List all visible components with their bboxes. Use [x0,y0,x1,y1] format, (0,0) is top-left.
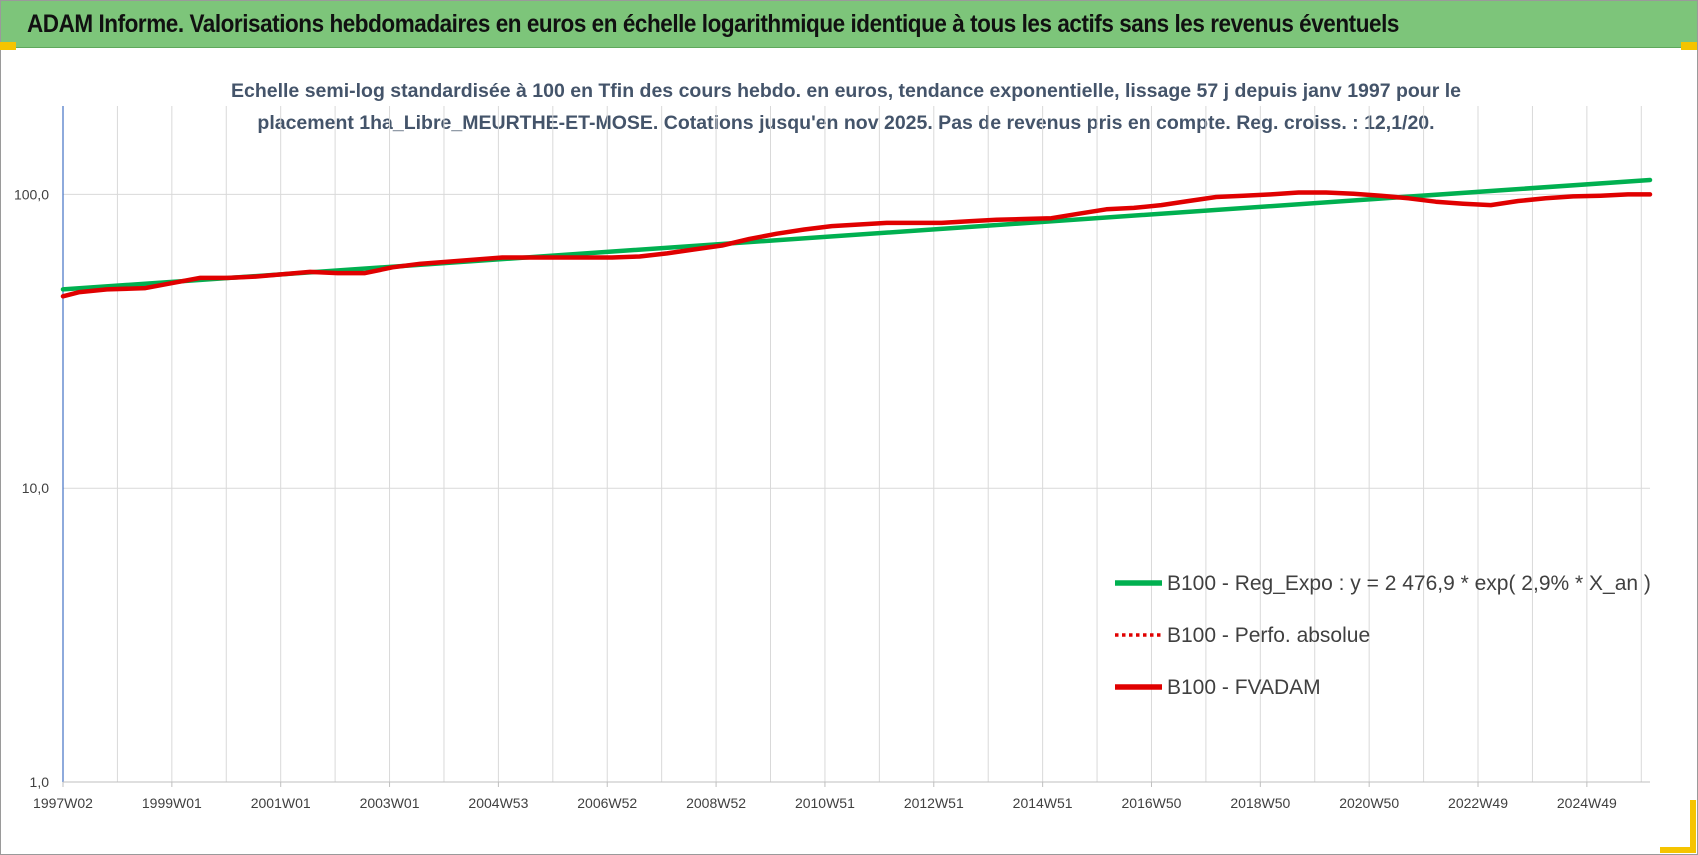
x-tick-label: 2008W52 [686,795,746,811]
y-tick-label: 100,0 [14,186,49,202]
x-tick-label: 2001W01 [251,795,311,811]
y-tick-label: 10,0 [22,480,49,496]
page-title: ADAM Informe. Valorisations hebdomadaire… [27,10,1399,38]
corner-mark [1660,847,1696,853]
grid [63,106,1650,783]
corner-mark [1690,800,1696,853]
corner-mark [0,42,16,50]
x-tick-label: 2016W50 [1122,795,1182,811]
chart-subtitle-line-2: placement 1ha_Libre_MEURTHE-ET-MOSE. Cot… [257,112,1434,134]
legend-label-1: B100 - Perfo. absolue [1167,624,1370,647]
legend-label-2: B100 - FVADAM [1167,676,1321,699]
legend-label-0: B100 - Reg_Expo : y = 2 476,9 * exp( 2,9… [1167,572,1651,595]
x-tick-label: 2010W51 [795,795,855,811]
legend: B100 - Reg_Expo : y = 2 476,9 * exp( 2,9… [1115,572,1651,699]
x-tick-label: 2004W53 [468,795,528,811]
corner-mark [1681,42,1697,50]
axes: 100,0 10,0 1,0 1997W02 1999W01 2001W01 2003W01… [14,106,1650,811]
x-tick-label: 2022W49 [1448,795,1508,811]
x-tick-label: 2014W51 [1013,795,1073,811]
x-tick-label: 2012W51 [904,795,964,811]
x-tick-label: 1997W02 [33,795,93,811]
x-tick-label: 2024W49 [1557,795,1617,811]
x-tick-label: 2006W52 [577,795,637,811]
x-tick-label: 2018W50 [1230,795,1290,811]
chart-subtitle-line-1: Echelle semi-log standardisée à 100 en T… [231,80,1461,102]
x-tick-label: 2003W01 [360,795,420,811]
series-layer [60,177,1653,299]
series-line-2 [60,190,1653,299]
y-tick-label: 1,0 [30,774,50,790]
title-bar: ADAM Informe. Valorisations hebdomadaire… [1,1,1697,48]
x-tick-label: 1999W01 [142,795,202,811]
x-tick-label: 2020W50 [1339,795,1399,811]
